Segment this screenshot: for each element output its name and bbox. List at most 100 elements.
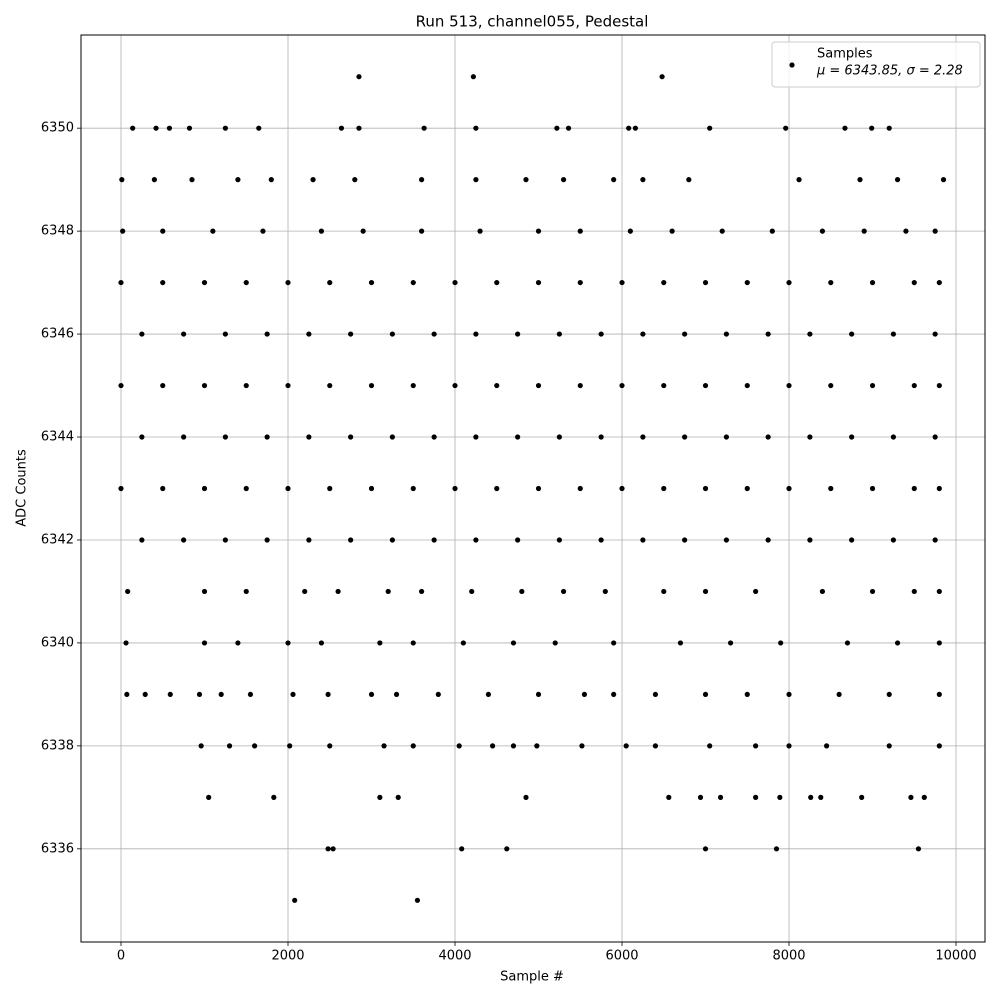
legend-box [771, 41, 981, 88]
data-point [723, 434, 729, 440]
data-point [235, 640, 241, 646]
data-point [119, 177, 125, 183]
data-point [849, 331, 855, 337]
data-point [368, 691, 375, 698]
data-point [859, 794, 865, 800]
data-point [285, 485, 291, 492]
data-point [226, 743, 233, 749]
data-point [489, 743, 496, 749]
data-point [936, 485, 942, 492]
data-point [778, 640, 784, 646]
data-point [598, 434, 604, 440]
data-point [640, 331, 646, 337]
y-tick-label: 6346 [41, 327, 74, 342]
data-point [619, 382, 625, 389]
data-point [142, 691, 148, 698]
y-tick-label: 6350 [41, 121, 74, 136]
legend-note: μ = 6343.85, σ = 2.28 [816, 64, 963, 79]
data-point [327, 743, 333, 749]
data-point [702, 382, 709, 389]
data-point [828, 279, 834, 286]
data-point [153, 125, 159, 131]
data-point [124, 691, 130, 698]
data-point [519, 588, 525, 595]
data-point [160, 228, 166, 234]
data-point [469, 588, 475, 595]
data-point [849, 434, 855, 440]
data-point [389, 434, 395, 440]
data-point [222, 125, 228, 131]
data-point [886, 743, 892, 749]
data-point [494, 279, 500, 286]
data-point [940, 177, 947, 183]
data-point [181, 537, 187, 543]
data-point [473, 125, 479, 131]
data-point [485, 691, 492, 698]
data-point [886, 691, 892, 698]
data-point [807, 434, 813, 440]
data-point [602, 588, 608, 595]
data-point [727, 640, 734, 646]
data-point [243, 485, 249, 492]
data-point [702, 279, 709, 286]
data-point [702, 588, 709, 595]
data-point [235, 177, 241, 183]
data-point [659, 74, 665, 80]
data-point [264, 537, 270, 543]
data-point [410, 485, 416, 492]
data-point [936, 743, 942, 749]
data-point [292, 897, 298, 903]
data-point [669, 228, 675, 234]
data-point [911, 485, 917, 492]
data-point [777, 794, 783, 800]
data-point [823, 743, 830, 749]
data-point [702, 691, 709, 698]
data-point [661, 382, 667, 389]
data-point [325, 846, 331, 852]
data-point [260, 228, 266, 234]
data-point [765, 331, 771, 337]
data-point [556, 331, 562, 337]
data-point [828, 382, 834, 389]
data-point [723, 331, 729, 337]
data-point [410, 279, 416, 286]
data-point [395, 794, 401, 800]
data-point [936, 691, 942, 698]
data-point [819, 588, 826, 595]
data-point [377, 794, 383, 800]
data-point [310, 177, 316, 183]
data-point [627, 228, 633, 234]
data-point [186, 125, 193, 131]
data-point [494, 485, 500, 492]
data-point [598, 537, 604, 543]
data-point [201, 640, 208, 646]
data-point [243, 588, 249, 595]
data-point [306, 434, 312, 440]
data-point [869, 485, 876, 492]
data-point [410, 640, 416, 646]
data-point [894, 640, 901, 646]
data-point [719, 228, 725, 234]
data-point [915, 846, 922, 852]
data-point [285, 382, 291, 389]
data-point [857, 177, 863, 183]
data-point [786, 382, 792, 389]
data-point [222, 434, 228, 440]
data-point [201, 382, 208, 389]
data-point [661, 279, 667, 286]
data-point [786, 743, 792, 749]
data-point [765, 434, 771, 440]
data-point [287, 743, 293, 749]
data-point [932, 537, 938, 543]
x-tick-label: 2000 [271, 949, 304, 964]
x-tick-label: 6000 [605, 949, 638, 964]
data-point [477, 228, 483, 234]
data-point [348, 331, 354, 337]
data-point [661, 588, 667, 595]
data-point [368, 279, 375, 286]
data-point [936, 382, 942, 389]
legend: Samples μ = 6343.85, σ = 2.28 [771, 41, 981, 88]
y-tick-label: 6348 [41, 224, 74, 239]
data-point [535, 485, 542, 492]
data-point [318, 228, 325, 234]
